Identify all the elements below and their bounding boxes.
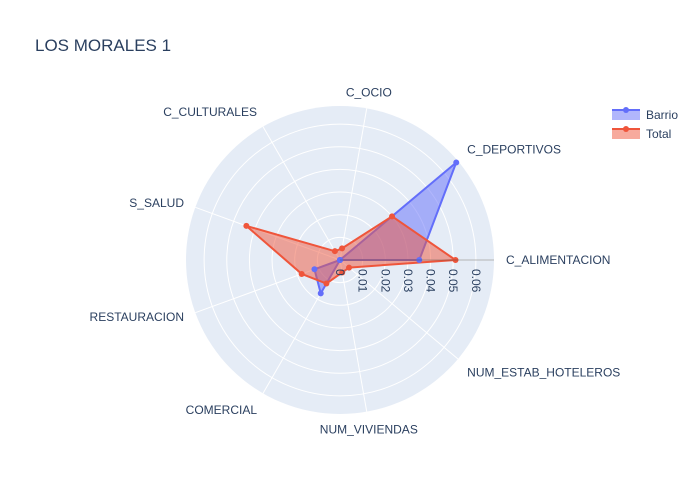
category-label: RESTAURACION [90,310,184,324]
category-label: C_OCIO [346,86,392,100]
data-point-total [243,222,250,229]
category-label: C_DEPORTIVOS [467,142,561,156]
radial-tick-label: 0.05 [446,269,460,293]
polar-area: C_ALIMENTACION C_DEPORTIVOS C_OCIO C_CULTUR… [90,86,621,437]
data-point-total [346,264,353,271]
data-point-total [339,245,346,252]
angular-gridline [339,259,459,360]
data-point-barrio [311,266,318,273]
legend-item-barrio[interactable]: Barrio [612,107,678,122]
data-point-total [339,269,346,276]
legend-swatch [612,129,640,139]
chart-title: LOS MORALES 1 [35,36,171,55]
angular-gridline [339,259,368,412]
legend-label: Barrio [646,108,678,122]
category-label: C_ALIMENTACION [506,253,610,267]
radial-tick-label: 0.06 [469,269,483,293]
radial-tick-label: 0.03 [401,269,415,293]
data-point-total [298,270,305,277]
legend-marker [623,126,629,132]
legend-item-total[interactable]: Total [612,126,671,141]
data-point-total [389,213,396,220]
angular-gridline [339,108,368,261]
legend[interactable]: Barrio Total [612,107,678,141]
angular-gridline [262,126,341,261]
series-area-total [245,215,457,285]
data-point-barrio [317,290,324,297]
data-point-barrio [453,159,460,166]
data-point-barrio [416,257,423,263]
category-label: S_SALUD [129,196,184,210]
data-point-total [331,248,338,255]
data-point-total [452,257,459,263]
radial-tick-label: 0.04 [424,269,438,293]
legend-swatch [612,110,640,120]
category-label: C_CULTURALES [163,105,257,119]
legend-label: Total [646,127,671,141]
legend-marker [623,107,629,113]
category-label: NUM_VIVIENDAS [320,422,418,436]
data-point-total [323,280,330,287]
category-label: NUM_ESTAB_HOTELEROS [467,366,620,380]
radial-tick-label: 0.02 [378,269,392,293]
radial-tick-label: 0 [333,269,347,276]
category-label: COMERCIAL [186,403,258,417]
radial-tick-label: 0.01 [356,269,370,293]
data-point-barrio [337,257,343,263]
